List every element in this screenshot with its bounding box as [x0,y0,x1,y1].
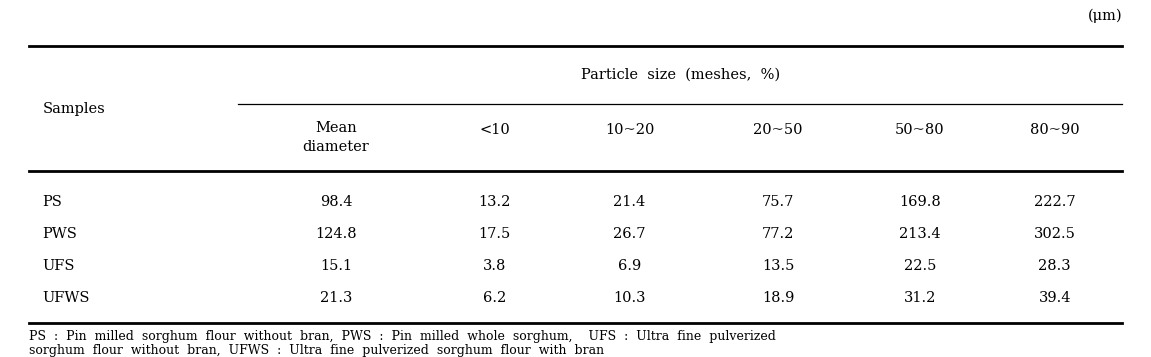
Text: 98.4: 98.4 [320,195,352,209]
Text: PWS: PWS [43,227,77,241]
Text: 21.3: 21.3 [320,291,352,305]
Text: 10~20: 10~20 [604,123,654,137]
Text: 28.3: 28.3 [1038,259,1072,273]
Text: 22.5: 22.5 [904,259,936,273]
Text: 13.5: 13.5 [762,259,794,273]
Text: 6.9: 6.9 [618,259,641,273]
Text: Mean
diameter: Mean diameter [303,121,369,154]
Text: (μm): (μm) [1088,9,1122,23]
Text: 20~50: 20~50 [753,123,802,137]
Text: PS: PS [43,195,62,209]
Text: Samples: Samples [43,102,106,116]
Text: PS  :  Pin  milled  sorghum  flour  without  bran,  PWS  :  Pin  milled  whole  : PS : Pin milled sorghum flour without br… [29,330,776,343]
Text: 13.2: 13.2 [479,195,511,209]
Text: UFS: UFS [43,259,75,273]
Text: 213.4: 213.4 [899,227,940,241]
Text: 302.5: 302.5 [1034,227,1076,241]
Text: 124.8: 124.8 [315,227,357,241]
Text: 169.8: 169.8 [899,195,940,209]
Text: 10.3: 10.3 [613,291,646,305]
Text: Particle  size  (meshes,  %): Particle size (meshes, %) [580,68,779,82]
Text: 18.9: 18.9 [762,291,794,305]
Text: 21.4: 21.4 [613,195,646,209]
Text: 222.7: 222.7 [1034,195,1075,209]
Text: 39.4: 39.4 [1038,291,1070,305]
Text: 77.2: 77.2 [762,227,794,241]
Text: 6.2: 6.2 [483,291,506,305]
Text: 31.2: 31.2 [904,291,936,305]
Text: 50~80: 50~80 [895,123,945,137]
Text: <10: <10 [479,123,510,137]
Text: 80~90: 80~90 [1030,123,1080,137]
Text: UFWS: UFWS [43,291,90,305]
Text: sorghum  flour  without  bran,  UFWS  :  Ultra  fine  pulverized  sorghum  flour: sorghum flour without bran, UFWS : Ultra… [29,344,604,357]
Text: 3.8: 3.8 [482,259,506,273]
Text: 17.5: 17.5 [479,227,511,241]
Text: 15.1: 15.1 [320,259,352,273]
Text: 26.7: 26.7 [613,227,646,241]
Text: 75.7: 75.7 [762,195,794,209]
